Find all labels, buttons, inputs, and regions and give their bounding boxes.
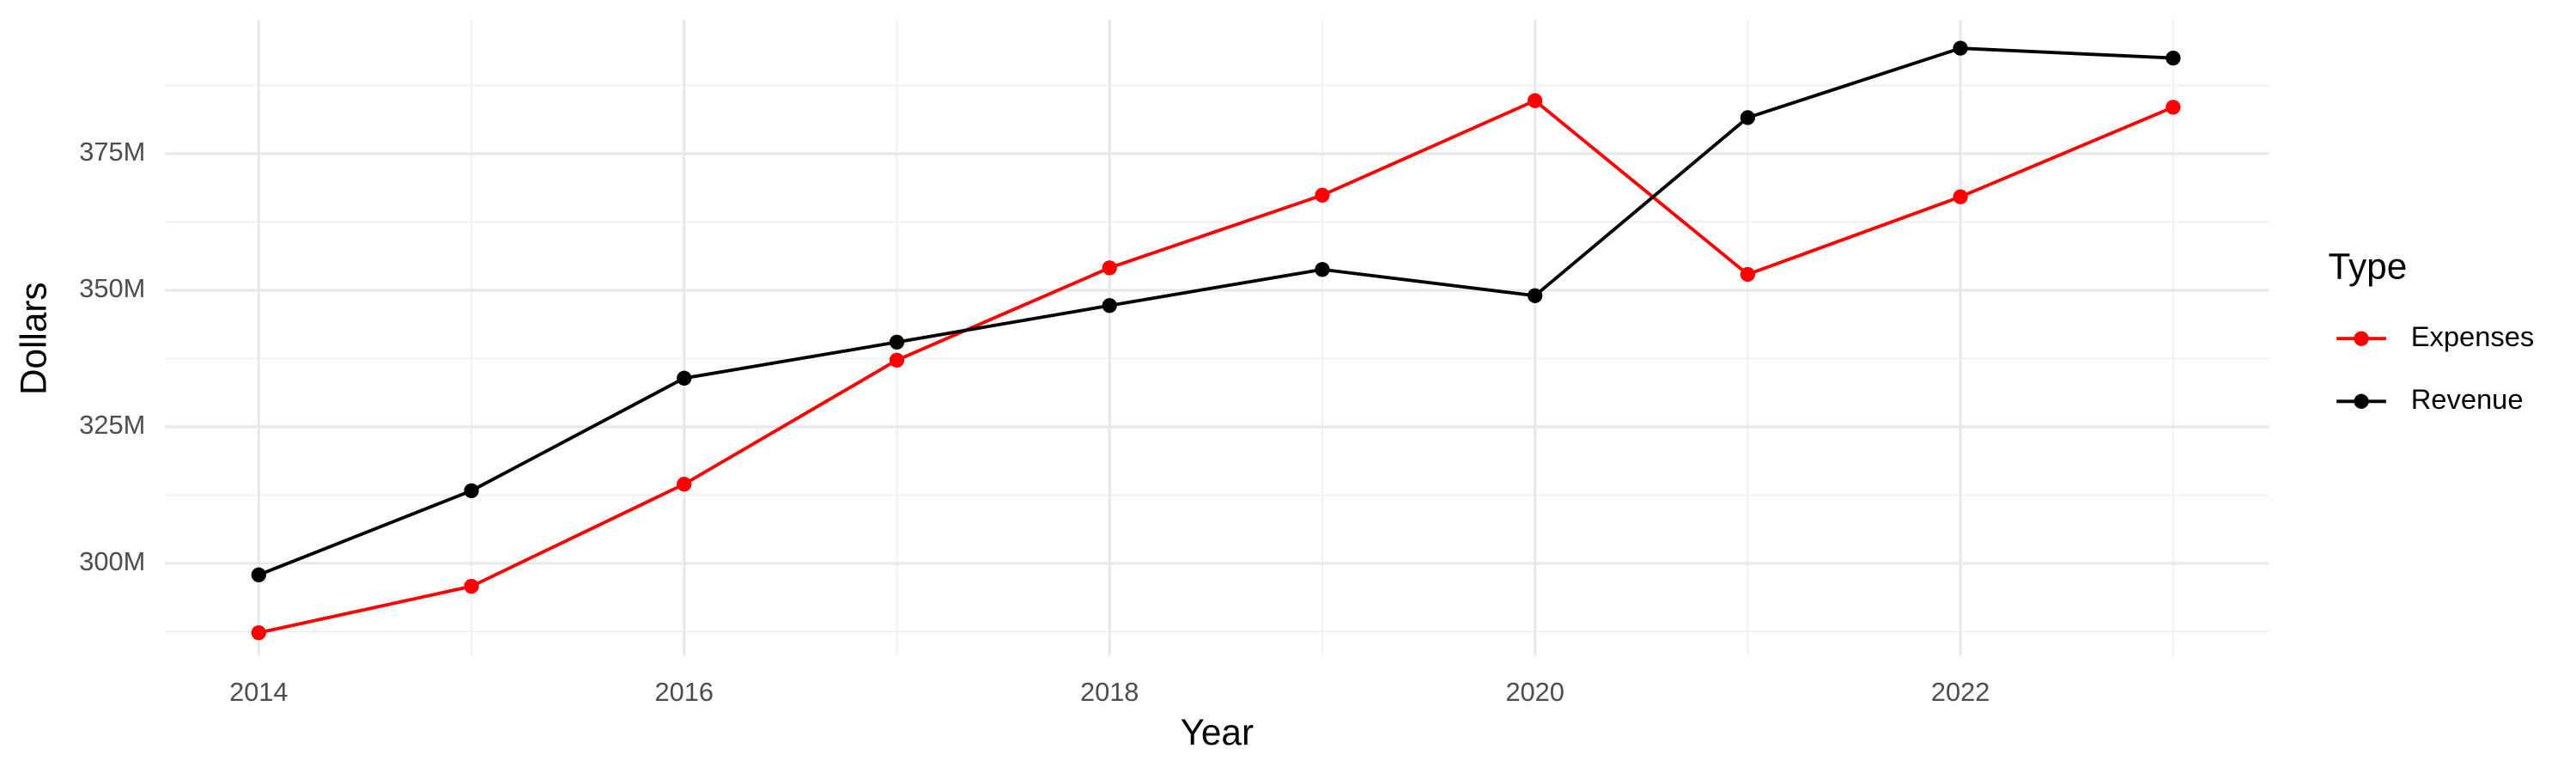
y-tick-label: 375M bbox=[79, 137, 145, 167]
data-point bbox=[464, 579, 479, 594]
y-tick-label: 325M bbox=[79, 410, 145, 440]
data-point bbox=[1740, 266, 1756, 283]
data-point bbox=[1102, 298, 1117, 313]
legend-label: Revenue bbox=[2411, 383, 2524, 415]
data-point bbox=[1528, 288, 1543, 303]
data-point bbox=[1528, 93, 1543, 108]
data-point bbox=[677, 477, 692, 492]
x-tick-label: 2014 bbox=[229, 677, 288, 707]
x-tick-label: 2022 bbox=[1931, 677, 1990, 707]
data-point bbox=[1102, 260, 1117, 276]
data-point bbox=[1740, 110, 1756, 125]
series-line bbox=[258, 98, 2174, 635]
data-point bbox=[677, 370, 692, 386]
y-tick-label: 350M bbox=[79, 273, 145, 303]
x-tick-label: 2016 bbox=[655, 677, 714, 707]
legend-marker bbox=[2354, 393, 2369, 409]
x-tick-label: 2020 bbox=[1505, 677, 1564, 707]
x-tick-label: 2018 bbox=[1080, 677, 1139, 707]
x-axis-title: Year bbox=[1181, 712, 1254, 752]
data-point bbox=[1315, 187, 1330, 203]
data-point bbox=[464, 483, 479, 499]
data-point bbox=[1953, 189, 1968, 204]
y-axis-title: Dollars bbox=[13, 282, 53, 395]
data-point bbox=[889, 352, 905, 368]
legend-marker bbox=[2354, 331, 2369, 346]
data-point bbox=[251, 625, 266, 641]
legend-label: Expenses bbox=[2411, 320, 2535, 352]
data-point bbox=[2166, 50, 2181, 66]
data-point bbox=[2166, 100, 2181, 115]
data-point bbox=[889, 334, 905, 350]
data-point bbox=[1953, 40, 1968, 56]
legend-title: Type bbox=[2329, 247, 2408, 287]
series-line bbox=[258, 46, 2173, 577]
data-point bbox=[251, 567, 266, 582]
data-point bbox=[1315, 262, 1330, 277]
y-tick-label: 300M bbox=[79, 546, 145, 576]
